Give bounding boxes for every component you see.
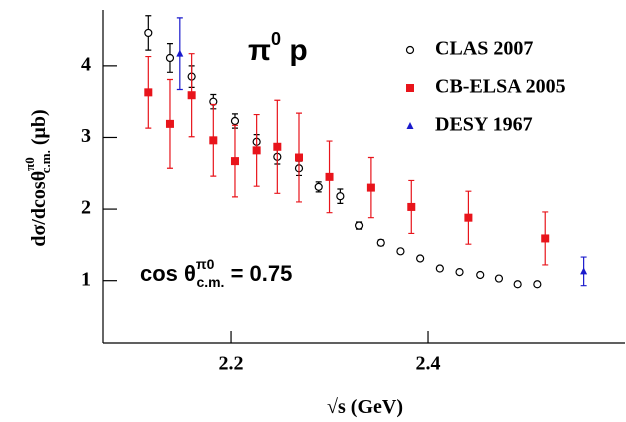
point (144, 28, 153, 38)
point (294, 153, 303, 162)
x-axis-label: √s (GeV) (327, 396, 403, 418)
point (455, 268, 464, 277)
legend-label: DESY 1967 (435, 114, 533, 136)
y-label-sub: c.m. (38, 150, 53, 173)
point (366, 183, 375, 192)
x-label-main: s (GeV) (338, 396, 403, 418)
y-axis-label: dσ/dcosθπ0c.m. (μb) (22, 109, 53, 246)
x-label-root: √ (327, 396, 338, 418)
point (541, 234, 550, 243)
point (230, 157, 239, 166)
point (336, 192, 345, 201)
point (435, 264, 444, 273)
legend-marker (406, 122, 414, 129)
point (209, 136, 218, 145)
point (513, 280, 522, 289)
legend-label: CLAS 2007 (435, 38, 533, 60)
y-tick-label: 2 (81, 197, 91, 219)
point (187, 91, 196, 100)
point (325, 172, 334, 181)
point (165, 119, 174, 128)
point (396, 247, 405, 256)
point (354, 221, 364, 230)
x-tick-label: 2.4 (416, 353, 441, 375)
point (464, 213, 473, 222)
annotation-title-rest: p (281, 34, 308, 67)
y-tick-label: 3 (81, 125, 91, 147)
annotation-angle-sub: c.m. (196, 274, 224, 290)
y-label-main: dσ/dcosθ (28, 171, 50, 247)
y-tick-label: 4 (81, 53, 91, 75)
annotation-angle: cos θπ0 c.m. = 0.75 (140, 256, 292, 290)
annotation-angle-main: cos θ (140, 261, 196, 286)
point (273, 142, 282, 151)
point (407, 202, 416, 211)
point (165, 53, 175, 63)
x-tick-label: 2.2 (219, 353, 244, 375)
legend-label: CB-ELSA 2005 (435, 76, 566, 98)
point (144, 88, 153, 97)
legend-marker (406, 84, 414, 92)
legend-marker (405, 45, 415, 55)
annotation-title-sup: 0 (271, 29, 281, 49)
annotation-angle-sup: π0 (196, 256, 215, 272)
point (230, 116, 240, 126)
y-tick-label: 1 (81, 268, 91, 290)
point (376, 238, 385, 247)
point (314, 182, 323, 191)
point (580, 267, 588, 275)
annotation-title: π0 p (248, 29, 308, 67)
point (476, 270, 485, 280)
annotation-angle-rest: = 0.75 (224, 261, 292, 286)
point (416, 254, 425, 263)
y-label-sup: π0 (22, 157, 37, 171)
point (533, 280, 542, 289)
point (176, 49, 184, 57)
y-label-unit: (μb) (28, 109, 50, 150)
annotation-title-main: π (248, 34, 271, 67)
point (494, 274, 504, 283)
point (252, 146, 261, 155)
